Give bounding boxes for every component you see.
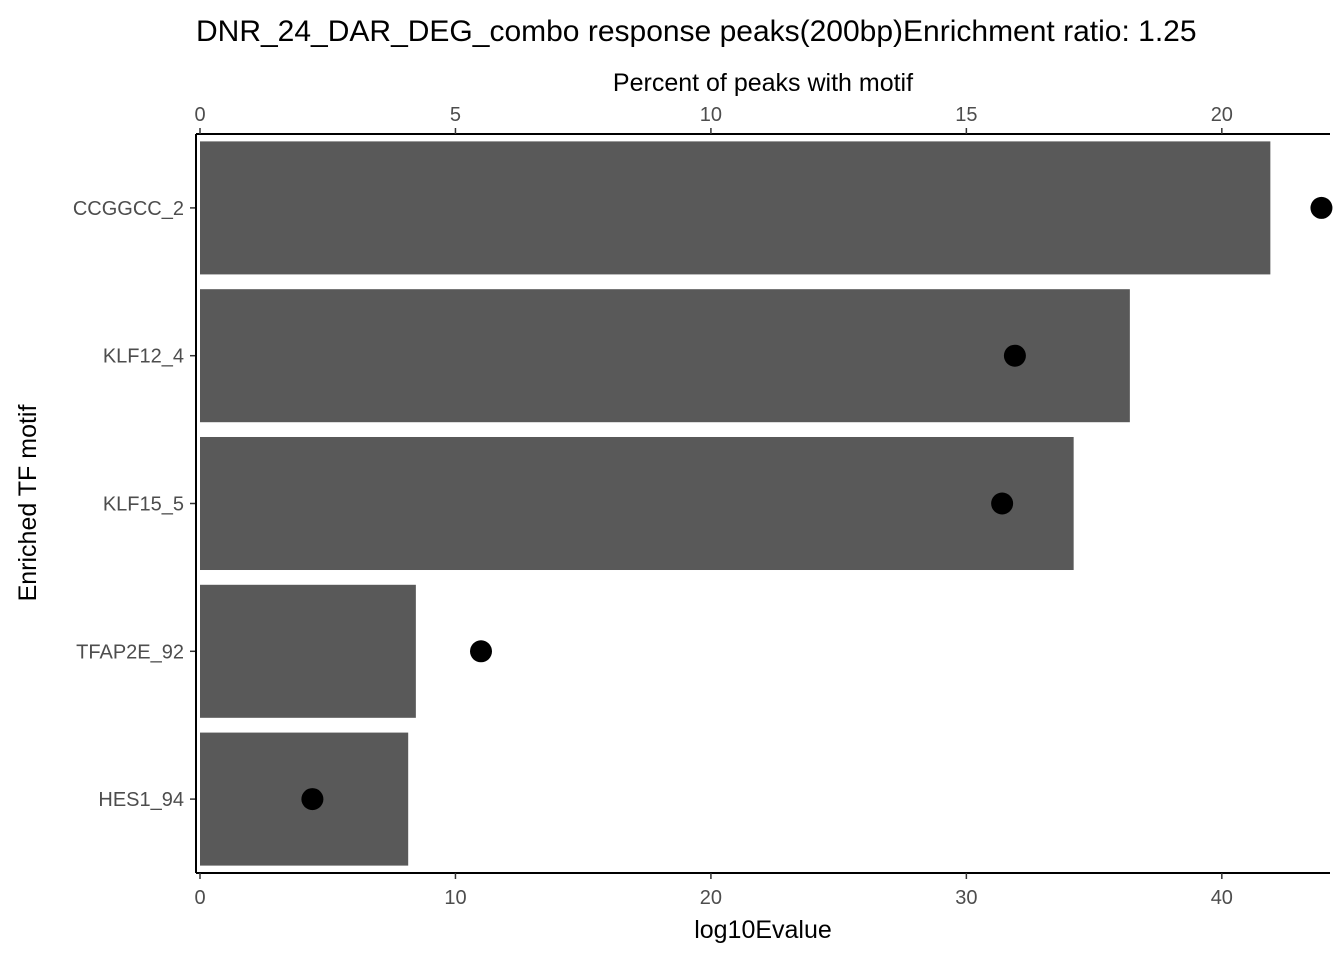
bottom-tick-label: 0: [194, 887, 205, 909]
bar-klf15-5: [200, 436, 1074, 571]
point-ccggcc-2: [1310, 196, 1333, 219]
bottom-axis-title: log10Evalue: [694, 916, 832, 944]
axes-layer: CCGGCC_2 KLF12_4 KLF15_5 TFAP2E_92 HES1_94 0 1…: [73, 104, 1330, 909]
bottom-tick-label: 20: [700, 887, 722, 909]
point-hes1-94: [301, 788, 324, 811]
bars-layer: [200, 141, 1271, 866]
top-tick-label: 0: [194, 104, 205, 126]
point-klf15-5: [991, 492, 1014, 515]
top-tick-label: 20: [1211, 104, 1233, 126]
y-tick-label: HES1_94: [98, 789, 184, 811]
point-tfap2e-92: [470, 640, 492, 663]
bottom-tick-label: 10: [444, 887, 466, 909]
y-tick-label: CCGGCC_2: [73, 198, 184, 220]
top-tick-label: 15: [955, 104, 977, 126]
top-axis-title: Percent of peaks with motif: [613, 69, 913, 97]
bottom-tick-label: 40: [1211, 887, 1233, 909]
y-tick-label: TFAP2E_92: [76, 641, 184, 663]
point-klf12-4: [1003, 344, 1026, 367]
bar-klf12-4: [200, 289, 1130, 423]
points-layer: [301, 196, 1333, 811]
top-tick-label: 10: [700, 104, 722, 126]
bar-ccggcc-2: [200, 141, 1271, 275]
y-tick-label: KLF15_5: [103, 494, 184, 516]
y-axis-title: Enriched TF motif: [14, 405, 42, 602]
bottom-tick-label: 30: [955, 887, 977, 909]
chart-title: DNR_24_DAR_DEG_combo response peaks(200b…: [196, 15, 1197, 48]
top-tick-label: 5: [450, 104, 461, 126]
bar-tfap2e-92: [200, 584, 416, 718]
y-tick-label: KLF12_4: [103, 346, 184, 368]
